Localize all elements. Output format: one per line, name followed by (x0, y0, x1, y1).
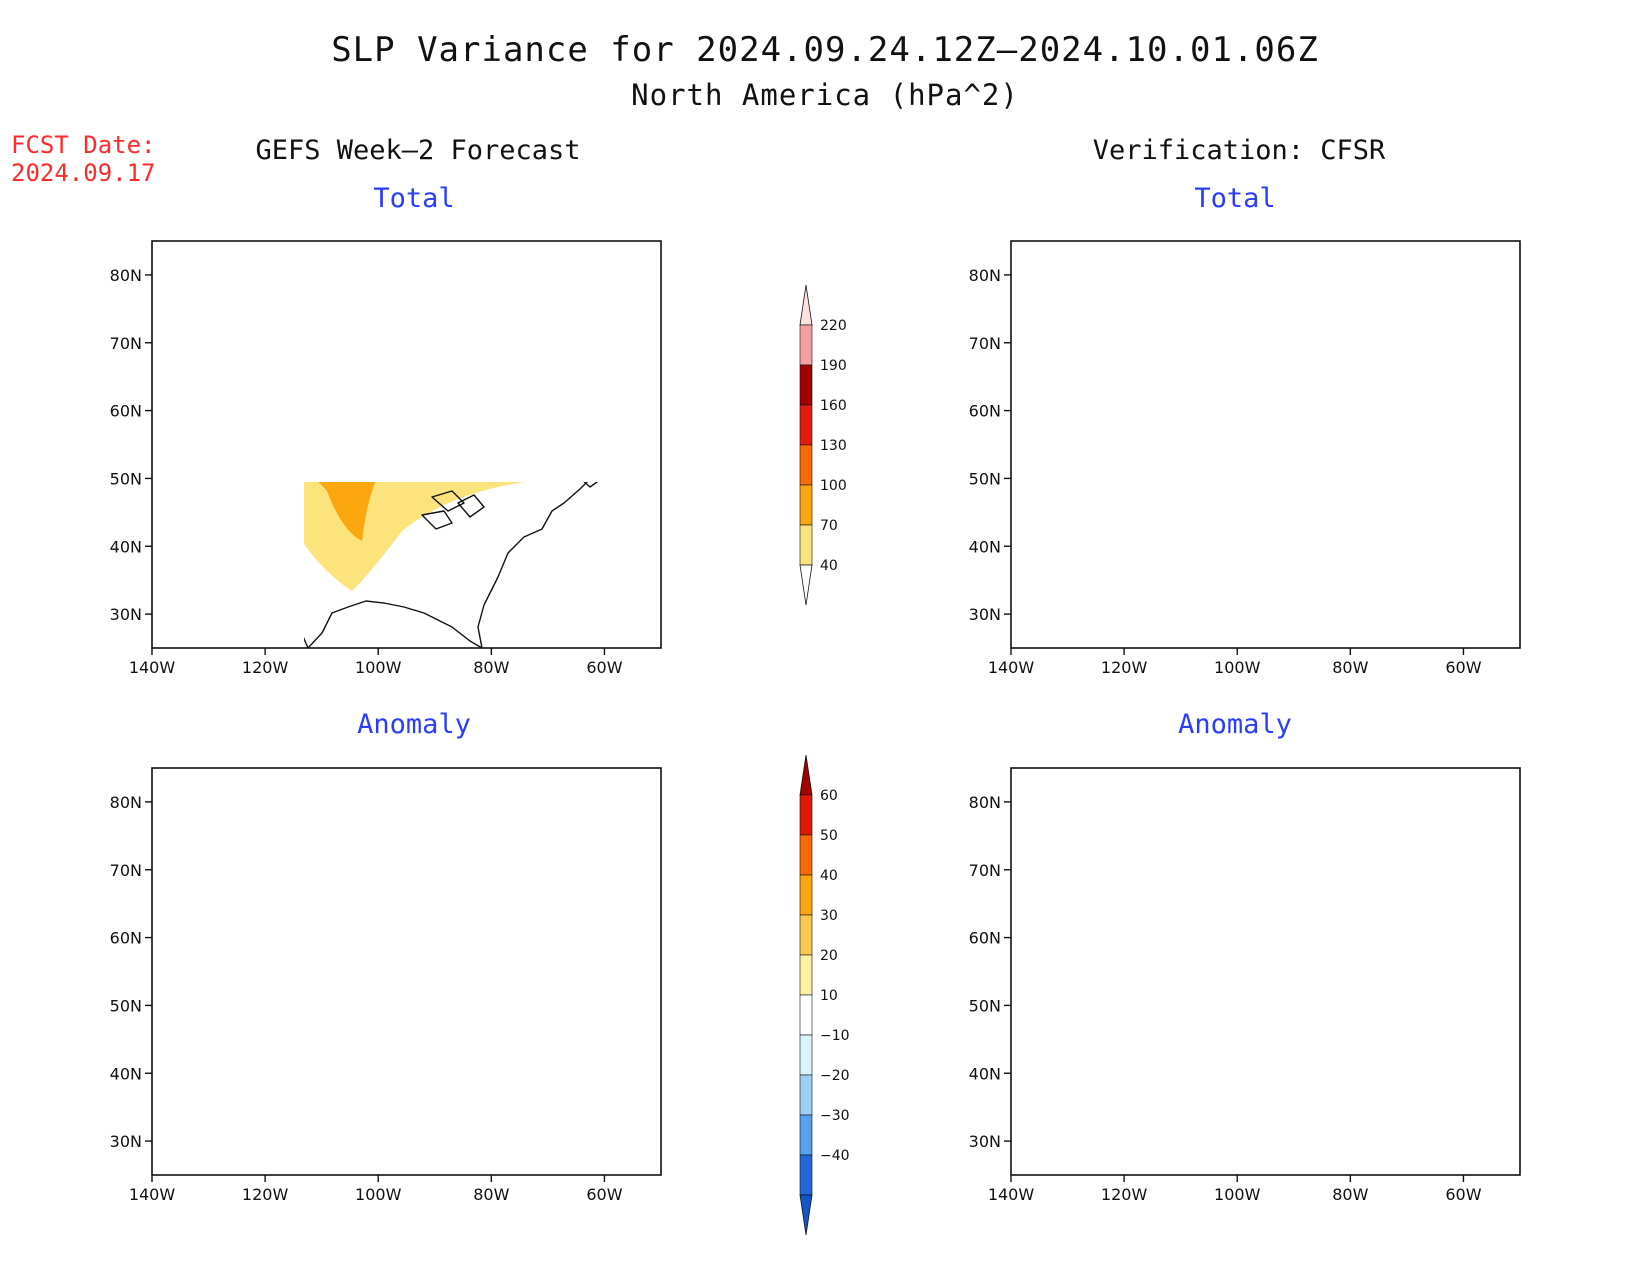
lat-tick-label: 70N (969, 334, 1001, 353)
lat-tick-label: 60N (969, 929, 1001, 948)
anomaly-colorbar-bottom (799, 1194, 813, 1236)
lon-tick-label: 140W (129, 1185, 176, 1204)
fcst-label: FCST Date: (11, 131, 156, 159)
lat-tick-label: 60N (110, 929, 142, 948)
lon-tick-label: 140W (988, 1185, 1035, 1204)
anomaly-colorbar-label: −40 (820, 1148, 850, 1164)
lon-tick-label: 60W (1445, 658, 1481, 677)
lon-tick-label: 100W (1214, 658, 1261, 677)
lat-tick-label: 80N (110, 266, 142, 285)
total-colorbar-segment (799, 444, 813, 486)
lat-tick-label: 40N (969, 1064, 1001, 1083)
verification-anomaly-title: Anomaly (1178, 709, 1292, 740)
lat-tick-label: 50N (969, 996, 1001, 1015)
total-colorbar-label: 100 (820, 478, 847, 494)
lat-tick-label: 40N (110, 537, 142, 556)
verification-total-title: Total (1194, 183, 1276, 214)
lon-tick-label: 60W (1445, 1185, 1481, 1204)
forecast-anomaly-panel (151, 767, 662, 1176)
main-title: SLP Variance for 2024.09.24.12Z–2024.10.… (331, 30, 1319, 70)
anomaly-colorbar-segment (799, 874, 813, 916)
anomaly-colorbar-segment (799, 1034, 813, 1076)
lon-tick-label: 100W (355, 658, 402, 677)
forecast-column-heading: GEFS Week–2 Forecast (255, 135, 581, 166)
lat-tick-label: 50N (110, 996, 142, 1015)
anomaly-colorbar-segment (799, 834, 813, 876)
lat-tick-label: 60N (969, 402, 1001, 421)
lon-tick-label: 100W (355, 1185, 402, 1204)
lon-tick-label: 120W (242, 1185, 289, 1204)
fcst-date: 2024.09.17 (11, 159, 156, 187)
lat-tick-label: 80N (969, 793, 1001, 812)
lon-tick-label: 60W (586, 1185, 622, 1204)
total-colorbar-label: 40 (820, 558, 838, 574)
total-colorbar-label: 160 (820, 398, 847, 414)
anomaly-colorbar-segment (799, 1154, 813, 1196)
anomaly-colorbar-label: 60 (820, 788, 838, 804)
anomaly-colorbar-segment (799, 794, 813, 836)
lon-tick-label: 80W (1332, 1185, 1368, 1204)
anomaly-colorbar-label: 30 (820, 908, 838, 924)
lon-tick-label: 140W (129, 658, 176, 677)
lon-tick-label: 140W (988, 658, 1035, 677)
anomaly-colorbar-segment (799, 994, 813, 1036)
colorbars: 40 70 100 130 160 190 220 60 50 40 30 20 10 −10 −20 −30… (799, 284, 850, 1236)
lat-tick-label: 60N (110, 402, 142, 421)
lat-tick-label: 30N (969, 605, 1001, 624)
total-colorbar-segment (799, 324, 813, 366)
anomaly-colorbar-label: 50 (820, 828, 838, 844)
lat-tick-label: 30N (110, 1132, 142, 1151)
anomaly-colorbar-label: 10 (820, 988, 838, 1004)
lat-tick-label: 70N (110, 861, 142, 880)
total-colorbar-top (799, 284, 813, 326)
verification-anomaly-panel (1010, 767, 1521, 1176)
lon-tick-label: 120W (1101, 658, 1148, 677)
verification-column-heading: Verification: CFSR (1092, 135, 1386, 166)
forecast-anomaly-title: Anomaly (357, 709, 471, 740)
lat-tick-label: 50N (969, 469, 1001, 488)
total-colorbar-segment (799, 524, 813, 566)
lon-tick-label: 80W (473, 1185, 509, 1204)
lat-tick-label: 40N (969, 537, 1001, 556)
anomaly-colorbar-segment (799, 1114, 813, 1156)
lon-tick-label: 120W (242, 658, 289, 677)
lat-tick-label: 40N (110, 1064, 142, 1083)
lon-tick-label: 80W (473, 658, 509, 677)
lat-tick-label: 70N (110, 334, 142, 353)
anomaly-colorbar-segment (799, 914, 813, 956)
forecast-total-panel (151, 240, 662, 649)
total-colorbar-segment (799, 364, 813, 406)
subtitle: North America (hPa^2) (631, 78, 1019, 112)
lon-tick-label: 100W (1214, 1185, 1261, 1204)
anomaly-colorbar-segment (799, 1074, 813, 1116)
lat-tick-label: 30N (110, 605, 142, 624)
lon-tick-label: 120W (1101, 1185, 1148, 1204)
forecast-total-title: Total (373, 183, 455, 214)
total-colorbar-label: 220 (820, 318, 847, 334)
verification-total-panel (1010, 240, 1521, 649)
lat-tick-label: 50N (110, 469, 142, 488)
anomaly-colorbar-top (799, 754, 813, 796)
lon-tick-label: 60W (586, 658, 622, 677)
total-colorbar-label: 190 (820, 358, 847, 374)
total-colorbar-segment (799, 484, 813, 526)
anomaly-colorbar-label: −20 (820, 1068, 850, 1084)
total-colorbar-segment (799, 404, 813, 446)
axis-ticks: 80N 70N 60N 50N 40N 30N 140W 120W 100W 80W 60W 80N 7… (110, 266, 1482, 1204)
anomaly-colorbar-label: 40 (820, 868, 838, 884)
lon-tick-label: 80W (1332, 658, 1368, 677)
lat-tick-label: 70N (969, 861, 1001, 880)
lat-tick-label: 80N (110, 793, 142, 812)
lat-tick-label: 30N (969, 1132, 1001, 1151)
anomaly-colorbar-segment (799, 954, 813, 996)
anomaly-colorbar-label: 20 (820, 948, 838, 964)
anomaly-colorbar-label: −10 (820, 1028, 850, 1044)
total-colorbar-label: 70 (820, 518, 838, 534)
total-colorbar-bottom (799, 564, 813, 606)
lat-tick-label: 80N (969, 266, 1001, 285)
total-colorbar-label: 130 (820, 438, 847, 454)
anomaly-colorbar-label: −30 (820, 1108, 850, 1124)
